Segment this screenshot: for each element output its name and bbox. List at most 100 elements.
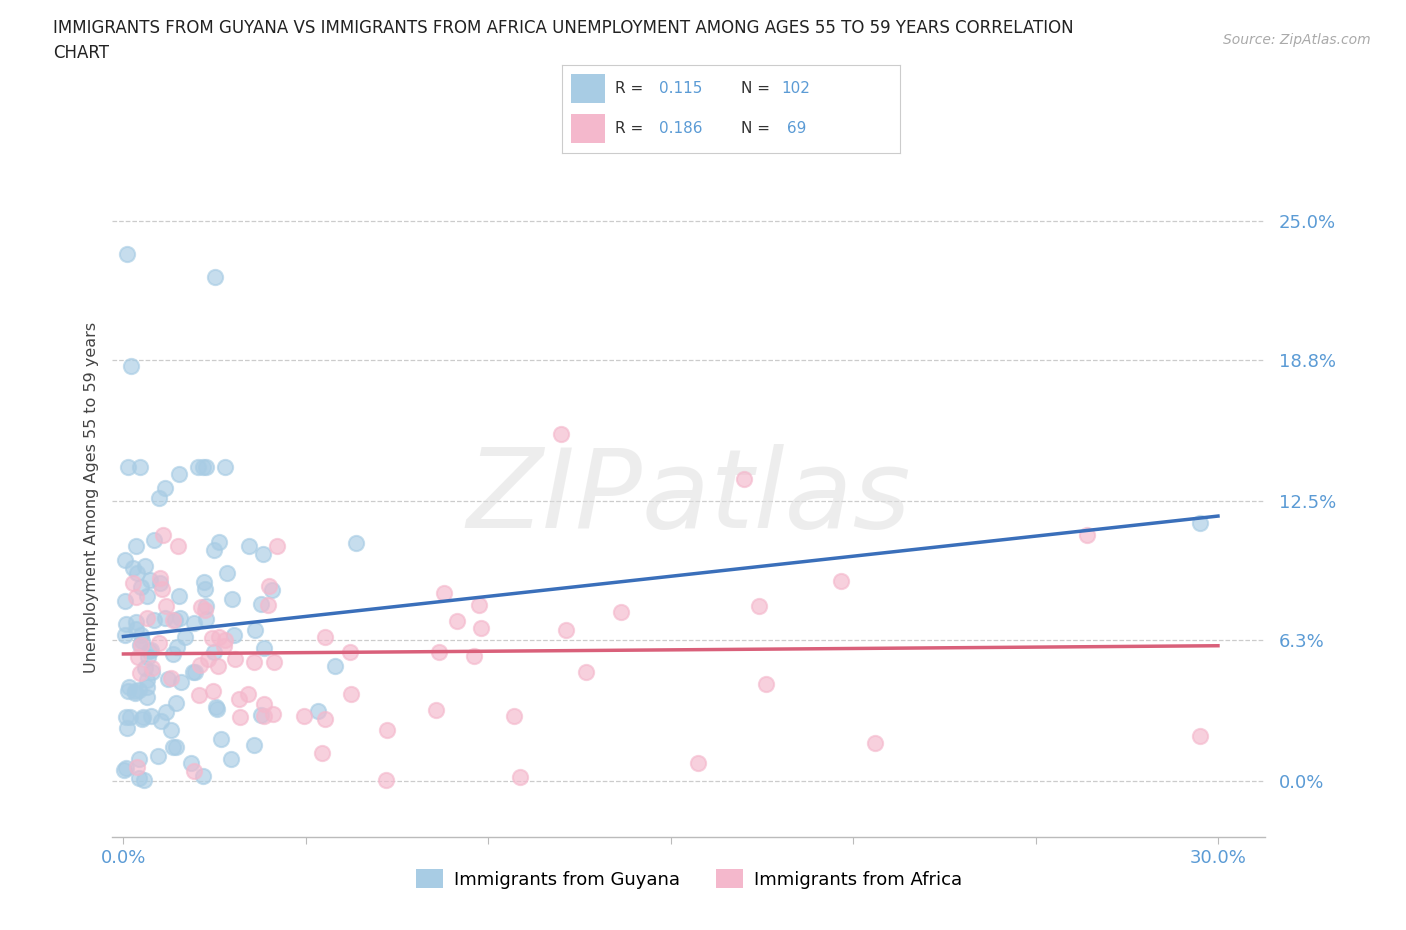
Point	[114, 710, 136, 724]
Point	[180, 756, 202, 771]
Point	[167, 589, 190, 604]
Point	[124, 685, 146, 700]
Point	[134, 559, 156, 574]
Text: R =: R =	[614, 121, 648, 136]
Point	[222, 628, 245, 643]
Point	[143, 532, 166, 547]
Point	[688, 755, 710, 770]
Text: CHART: CHART	[53, 44, 110, 61]
Point	[214, 632, 236, 647]
Point	[131, 711, 153, 726]
Point	[311, 746, 333, 761]
Point	[153, 481, 176, 496]
Bar	[571, 74, 605, 103]
Point	[205, 702, 228, 717]
Point	[170, 674, 193, 689]
Text: ZIPatlas: ZIPatlas	[467, 444, 911, 551]
Point	[1188, 516, 1211, 531]
Point	[433, 586, 456, 601]
Point	[162, 740, 184, 755]
Point	[165, 739, 187, 754]
Point	[755, 677, 778, 692]
Point	[157, 671, 180, 686]
Point	[125, 590, 148, 604]
Point	[128, 650, 150, 665]
Point	[202, 644, 225, 659]
Point	[344, 536, 367, 551]
Point	[201, 631, 224, 645]
Point	[315, 711, 337, 726]
Point	[212, 638, 235, 653]
Legend: Immigrants from Guyana, Immigrants from Africa: Immigrants from Guyana, Immigrants from …	[409, 862, 969, 896]
Point	[202, 683, 225, 698]
Point	[148, 635, 170, 650]
Point	[575, 664, 598, 679]
Point	[610, 604, 633, 619]
Point	[214, 459, 236, 474]
Point	[115, 721, 138, 736]
Point	[128, 683, 150, 698]
Point	[446, 614, 468, 629]
Point	[166, 640, 188, 655]
Point	[141, 660, 163, 675]
Point	[160, 723, 183, 737]
Point	[470, 620, 492, 635]
Point	[252, 697, 274, 711]
Point	[135, 672, 157, 687]
Text: 102: 102	[782, 81, 811, 96]
Point	[146, 748, 169, 763]
Point	[121, 576, 143, 591]
Point	[167, 466, 190, 481]
Point	[266, 538, 288, 553]
Point	[193, 575, 215, 590]
Point	[141, 664, 163, 679]
Point	[262, 582, 284, 597]
Text: N =: N =	[741, 81, 775, 96]
Point	[204, 270, 226, 285]
Point	[129, 666, 152, 681]
Point	[139, 709, 162, 724]
Point	[188, 658, 211, 672]
Text: R =: R =	[614, 81, 648, 96]
Point	[135, 610, 157, 625]
Point	[136, 680, 159, 695]
Point	[125, 760, 148, 775]
Point	[205, 699, 228, 714]
Point	[221, 591, 243, 606]
Point	[194, 581, 217, 596]
Point	[252, 547, 274, 562]
Point	[165, 613, 187, 628]
Point	[307, 704, 329, 719]
Text: N =: N =	[741, 121, 775, 136]
Point	[250, 708, 273, 723]
Point	[167, 538, 190, 553]
Point	[339, 644, 361, 659]
Point	[127, 565, 149, 580]
Point	[118, 710, 141, 724]
Point	[236, 686, 259, 701]
Point	[195, 611, 218, 626]
Point	[115, 617, 138, 631]
Point	[292, 709, 315, 724]
Point	[195, 459, 218, 474]
Point	[125, 538, 148, 553]
Point	[503, 709, 526, 724]
Point	[155, 599, 177, 614]
Point	[228, 691, 250, 706]
Point	[243, 655, 266, 670]
Point	[114, 593, 136, 608]
Point	[134, 660, 156, 675]
Point	[129, 459, 152, 474]
Bar	[571, 113, 605, 143]
Point	[263, 655, 285, 670]
Point	[257, 598, 280, 613]
Point	[253, 641, 276, 656]
Point	[152, 527, 174, 542]
Point	[162, 646, 184, 661]
Y-axis label: Unemployment Among Ages 55 to 59 years: Unemployment Among Ages 55 to 59 years	[83, 322, 98, 673]
Point	[118, 680, 141, 695]
Point	[183, 764, 205, 778]
Point	[169, 611, 191, 626]
Point	[187, 459, 209, 474]
Point	[112, 763, 135, 777]
